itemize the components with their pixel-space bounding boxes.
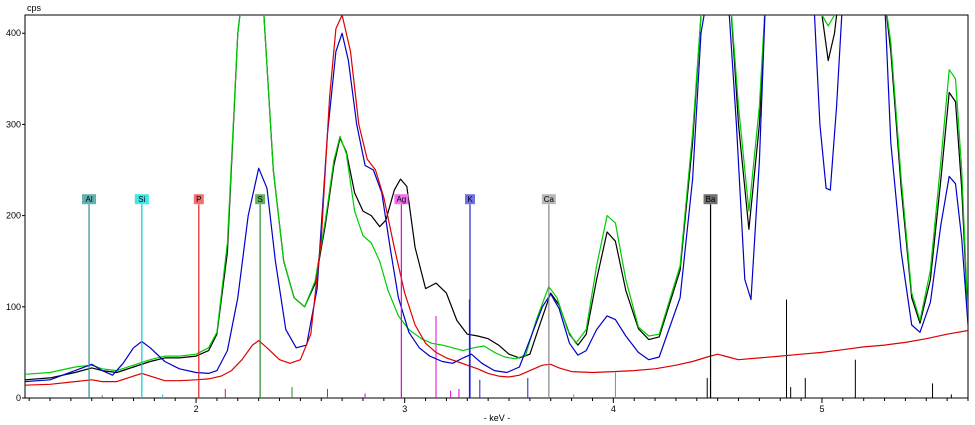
element-marker-label: S: [257, 195, 262, 204]
y-axis-label: cps: [27, 3, 42, 13]
x-axis-label: - keV -: [484, 413, 511, 423]
y-tick-label: 300: [6, 119, 21, 129]
element-marker-group: Al Si P S Ag K Ca Ba: [82, 194, 718, 398]
element-marker-box: [193, 194, 204, 205]
element-marker-ba[interactable]: Ba: [703, 194, 718, 398]
element-marker-p[interactable]: P: [193, 194, 204, 398]
y-tick-label: 200: [6, 211, 21, 221]
x-tick-label: 2: [194, 404, 199, 414]
element-marker-box: [134, 194, 149, 205]
y-axis: 0 100 200 300 400: [6, 28, 25, 403]
element-marker-label: P: [196, 195, 201, 204]
x-tick-label: 3: [402, 404, 407, 414]
spectrum-series-2: [25, 15, 968, 375]
y-tick-label: 100: [6, 302, 21, 312]
element-marker-box: [255, 194, 266, 205]
spectrum-series-3: [25, 15, 968, 383]
element-marker-label: K: [467, 195, 473, 204]
x-tick-label: 5: [819, 404, 824, 414]
element-marker-box: [541, 194, 556, 205]
element-marker-label: Ca: [544, 195, 555, 204]
element-marker-ca[interactable]: Ca: [541, 194, 556, 398]
y-tick-label: 400: [6, 28, 21, 38]
spectrum-series-4: [25, 15, 968, 386]
element-marker-si[interactable]: Si: [134, 194, 149, 398]
x-axis: 2 3 4 5: [28, 398, 969, 414]
plot-frame: [24, 14, 969, 399]
y-tick-label: 0: [16, 393, 21, 403]
element-marker-box: [465, 194, 476, 205]
element-marker-box: [703, 194, 718, 205]
element-marker-box: [394, 194, 409, 205]
element-marker-ag[interactable]: Ag: [394, 194, 409, 398]
series-group: [25, 15, 968, 386]
element-marker-label: Ba: [706, 195, 716, 204]
x-tick-label: 4: [611, 404, 616, 414]
element-marker-label: Si: [138, 195, 145, 204]
element-marker-label: Al: [85, 195, 92, 204]
element-marker-box: [82, 194, 97, 205]
element-marker-k[interactable]: K: [465, 194, 476, 398]
element-marker-al[interactable]: Al: [82, 194, 97, 398]
element-marker-label: Ag: [396, 195, 406, 204]
element-marker-s[interactable]: S: [255, 194, 266, 398]
